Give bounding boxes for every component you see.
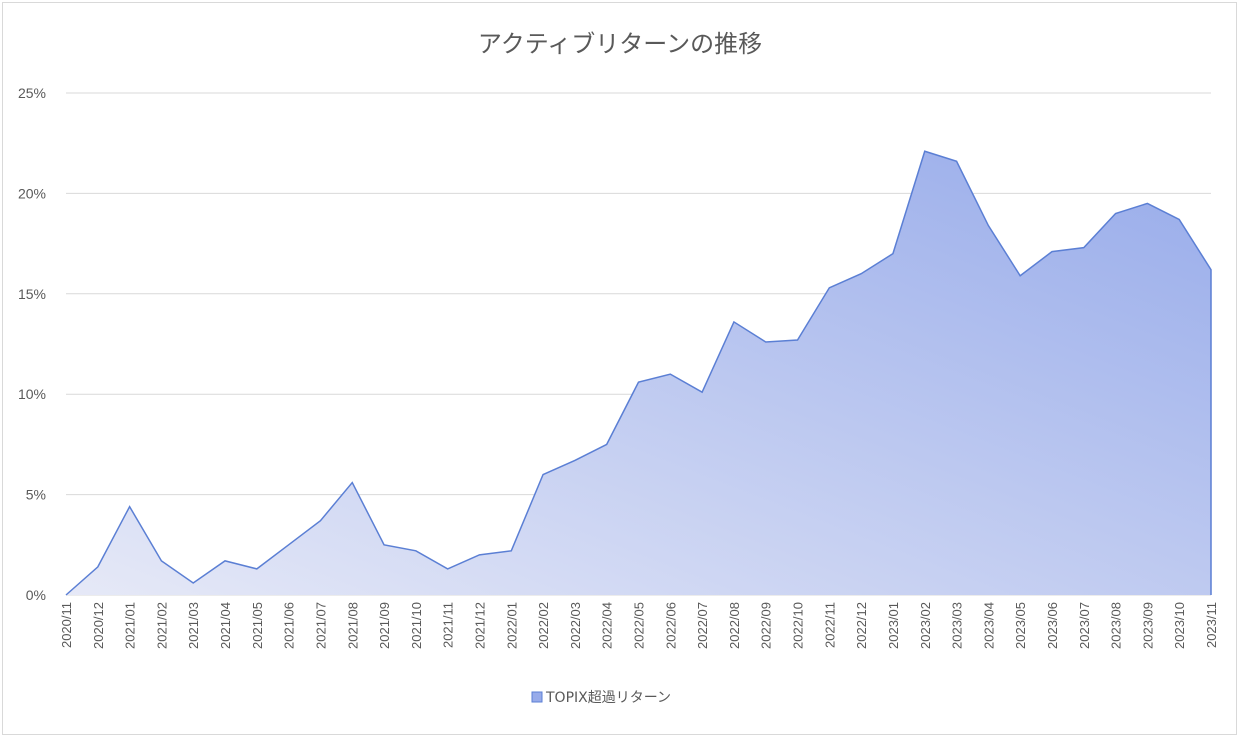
y-tick-label: 5% bbox=[26, 487, 46, 503]
x-tick-label: 2021/07 bbox=[313, 602, 328, 649]
y-tick-label: 25% bbox=[18, 85, 46, 101]
x-tick-label: 2022/05 bbox=[632, 602, 647, 649]
x-tick-label: 2023/01 bbox=[886, 602, 901, 649]
x-tick-label: 2021/04 bbox=[218, 602, 233, 649]
y-axis: 0% 5% 10% 15% 20% 25% bbox=[18, 85, 46, 603]
x-tick-label: 2023/10 bbox=[1172, 602, 1187, 649]
x-tick-label: 2021/09 bbox=[377, 602, 392, 649]
x-tick-label: 2022/10 bbox=[791, 602, 806, 649]
x-tick-label: 2023/09 bbox=[1140, 602, 1155, 649]
x-tick-label: 2023/04 bbox=[981, 602, 996, 649]
x-tick-label: 2022/12 bbox=[854, 602, 869, 649]
x-tick-label: 2020/11 bbox=[59, 602, 74, 648]
x-tick-label: 2021/12 bbox=[472, 602, 487, 649]
x-tick-label: 2022/09 bbox=[759, 602, 774, 649]
x-tick-label: 2022/01 bbox=[504, 602, 519, 649]
x-tick-label: 2022/06 bbox=[663, 602, 678, 649]
x-tick-label: 2022/07 bbox=[695, 602, 710, 649]
x-tick-label: 2021/02 bbox=[154, 602, 169, 649]
x-tick-label: 2021/03 bbox=[186, 602, 201, 649]
x-tick-label: 2023/06 bbox=[1045, 602, 1060, 649]
y-tick-label: 10% bbox=[18, 386, 46, 402]
x-tick-label: 2022/08 bbox=[727, 602, 742, 649]
series-area-fill bbox=[66, 151, 1211, 596]
legend-swatch bbox=[531, 691, 543, 703]
x-tick-label: 2021/01 bbox=[123, 602, 138, 649]
chart-title: アクティブリターンの推移 bbox=[478, 30, 762, 58]
x-tick-label: 2023/02 bbox=[918, 602, 933, 649]
series-line bbox=[65, 150, 1212, 596]
x-tick-label: 2022/04 bbox=[600, 602, 615, 649]
y-tick-label: 15% bbox=[18, 286, 46, 302]
x-tick-label: 2022/02 bbox=[536, 602, 551, 649]
x-tick-label: 2021/08 bbox=[345, 602, 360, 649]
x-tick-label: 2023/03 bbox=[950, 602, 965, 649]
legend: TOPIX超過リターン bbox=[531, 690, 671, 706]
x-tick-label: 2022/03 bbox=[568, 602, 583, 649]
x-tick-label: 2023/08 bbox=[1109, 602, 1124, 649]
y-tick-label: 0% bbox=[26, 587, 46, 603]
x-tick-label: 2023/05 bbox=[1013, 602, 1028, 649]
x-tick-label: 2023/07 bbox=[1077, 602, 1092, 649]
legend-label: TOPIX超過リターン bbox=[545, 690, 671, 706]
plot-area bbox=[65, 150, 1212, 596]
x-tick-label: 2021/05 bbox=[250, 602, 265, 649]
x-tick-label: 2022/11 bbox=[822, 602, 837, 648]
x-tick-label: 2021/10 bbox=[409, 602, 424, 649]
x-tick-label: 2021/11 bbox=[441, 602, 456, 648]
x-axis: 2020/11 2020/12 2021/01 2021/02 2021/03 2021/… bbox=[59, 602, 1219, 649]
x-tick-label: 2023/11 bbox=[1204, 602, 1219, 648]
x-tick-label: 2020/12 bbox=[91, 602, 106, 649]
y-tick-label: 20% bbox=[18, 185, 46, 201]
x-tick-label: 2021/06 bbox=[282, 602, 297, 649]
